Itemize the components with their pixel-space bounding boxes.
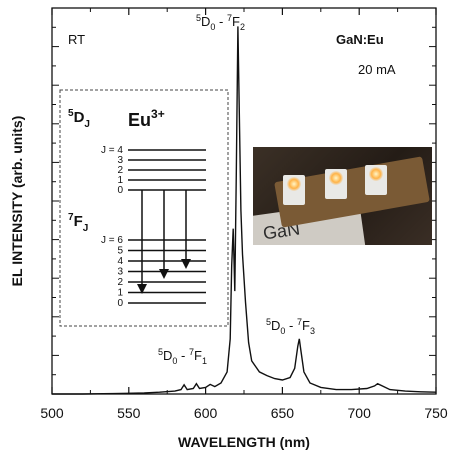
x-tick-label: 550 bbox=[117, 405, 141, 421]
lower-manifold-label: 7FJ bbox=[68, 212, 88, 234]
x-tick-label: 600 bbox=[194, 405, 218, 421]
energy-level-label: 5 bbox=[117, 246, 123, 257]
led-glow bbox=[329, 171, 343, 185]
x-axis-label: WAVELENGTH (nm) bbox=[178, 434, 310, 450]
led-glow bbox=[369, 167, 383, 181]
arrowhead-f1 bbox=[159, 269, 169, 279]
ion-label: Eu3+ bbox=[128, 107, 165, 130]
x-tick-label: 700 bbox=[348, 405, 372, 421]
arrowhead-f2 bbox=[137, 284, 147, 294]
series-line bbox=[52, 26, 437, 395]
energy-level-label: 2 bbox=[117, 165, 123, 176]
x-axis-ticks: 500 550 600 650 700 750 bbox=[40, 8, 448, 421]
energy-level-label: 0 bbox=[117, 185, 123, 196]
energy-level-label: 0 bbox=[117, 298, 123, 309]
x-tick-label: 650 bbox=[271, 405, 295, 421]
led-photo: GaN bbox=[253, 147, 432, 245]
energy-level-label: J = 4 bbox=[101, 145, 123, 156]
led-glow bbox=[287, 177, 301, 191]
energy-level-label: 2 bbox=[117, 277, 123, 288]
transition-arrows bbox=[137, 190, 191, 294]
energy-level-label: J = 6 bbox=[101, 235, 123, 246]
energy-level-label: 1 bbox=[117, 175, 123, 186]
peak-label-f3: 5D0 - 7F3 bbox=[266, 317, 315, 336]
energy-level-label: 4 bbox=[117, 256, 123, 267]
sample-label: GaN:Eu bbox=[336, 32, 384, 47]
upper-manifold-label: 5DJ bbox=[68, 108, 90, 130]
current-label: 20 mA bbox=[358, 62, 396, 77]
arrowhead-f3 bbox=[181, 259, 191, 269]
energy-level-label: 3 bbox=[117, 155, 123, 166]
x-tick-label: 750 bbox=[424, 405, 448, 421]
peak-label-f1: 5D0 - 7F1 bbox=[158, 347, 207, 366]
energy-level-label: 3 bbox=[117, 267, 123, 278]
peak-label-f2: 5D0 - 7F2 bbox=[196, 13, 245, 32]
temperature-label: RT bbox=[68, 32, 85, 47]
y-axis-ticks bbox=[52, 7, 436, 395]
x-tick-label: 500 bbox=[40, 405, 64, 421]
y-axis-label: EL INTENSITY (arb. units) bbox=[9, 116, 25, 287]
energy-level-label: 1 bbox=[117, 288, 123, 299]
